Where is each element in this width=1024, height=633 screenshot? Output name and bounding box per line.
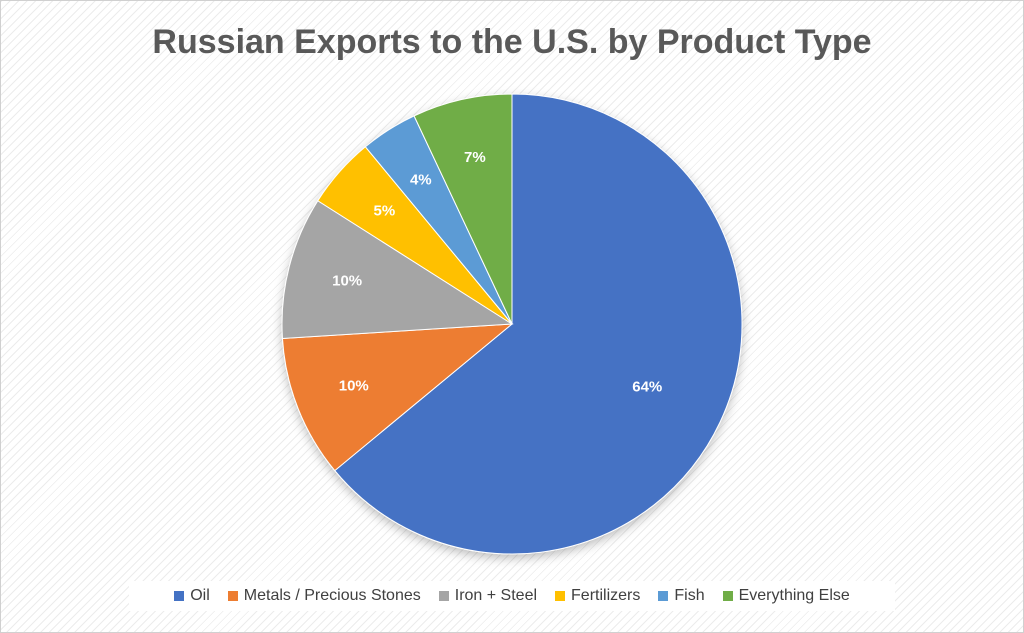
- legend-item-iron-steel: Iron + Steel: [438, 587, 538, 605]
- pie-slice-everything-else: [413, 93, 513, 325]
- pie-slice-metals-precious-stones: [281, 323, 514, 472]
- legend-item-oil: Oil: [174, 587, 210, 605]
- data-label-iron-steel: 10%: [332, 273, 362, 290]
- legend-label: Fertilizers: [571, 587, 641, 604]
- pie-slices: [281, 93, 743, 555]
- legend-item-fertilizers: Fertilizers: [555, 587, 640, 605]
- legend-item-metals-precious-stones: Metals / Precious Stones: [227, 587, 421, 605]
- legend-label: Oil: [190, 587, 210, 604]
- data-label-metals-precious-stones: 10%: [339, 378, 369, 395]
- legend-label: Iron + Steel: [454, 587, 538, 604]
- legend-swatch: [658, 591, 669, 601]
- legend-swatch: [555, 591, 566, 601]
- data-label-fertilizers: 5%: [373, 202, 395, 219]
- legend-swatch: [438, 591, 449, 601]
- legend-item-fish: Fish: [658, 587, 705, 605]
- legend-item-everything-else: Everything Else: [722, 587, 850, 605]
- data-label-everything-else: 7%: [464, 149, 486, 166]
- legend-label: Fish: [674, 587, 705, 604]
- legend-label: Metals / Precious Stones: [243, 587, 421, 604]
- chart-title: Russian Exports to the U.S. by Product T…: [152, 23, 872, 61]
- pie-slice-iron-steel: [281, 200, 514, 339]
- legend-label: Everything Else: [738, 587, 850, 604]
- chart-legend: Oil Metals / Precious Stones Iron + Steel F…: [129, 581, 895, 611]
- pie-slice-oil: [334, 93, 743, 555]
- data-label-oil: 64%: [632, 379, 662, 396]
- legend-swatch: [722, 591, 733, 601]
- legend-swatch: [227, 591, 238, 601]
- data-label-fish: 4%: [410, 171, 432, 188]
- legend-swatch: [174, 591, 185, 601]
